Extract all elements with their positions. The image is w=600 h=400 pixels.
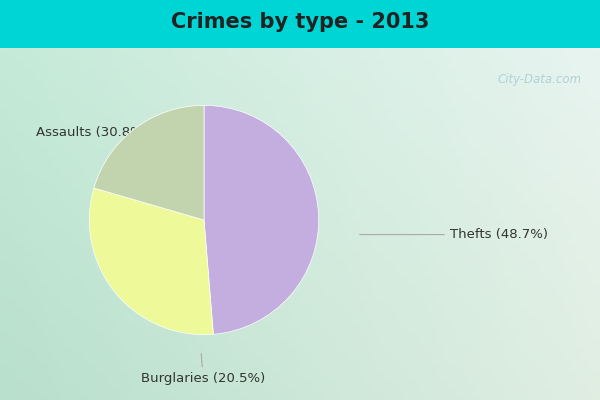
Wedge shape (94, 105, 204, 220)
Text: Thefts (48.7%): Thefts (48.7%) (360, 228, 548, 241)
Wedge shape (204, 105, 319, 334)
Text: Crimes by type - 2013: Crimes by type - 2013 (171, 12, 429, 32)
Wedge shape (89, 188, 214, 335)
Text: Assaults (30.8%): Assaults (30.8%) (36, 126, 163, 153)
Text: City-Data.com: City-Data.com (498, 73, 582, 86)
Text: Burglaries (20.5%): Burglaries (20.5%) (141, 354, 265, 385)
